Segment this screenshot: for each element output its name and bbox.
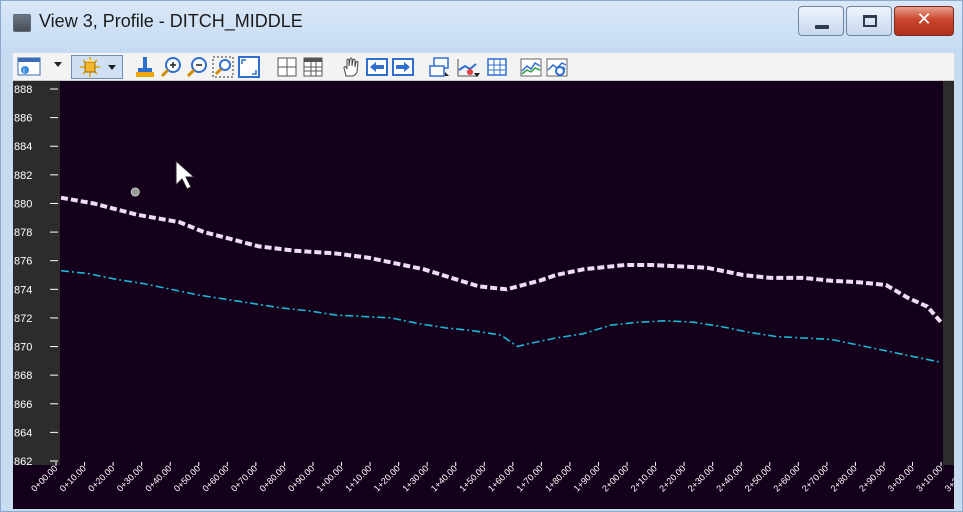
y-tick-label: 866 [14,399,32,411]
y-tick-label: 882 [14,170,32,182]
display-style-button[interactable] [71,55,123,79]
plot-background [13,81,954,509]
maximize-icon [863,15,877,27]
mouse-cursor-icon [175,159,196,190]
profile-settings-button[interactable] [455,55,483,79]
window-area-icon [212,56,234,78]
y-tick-label: 878 [14,227,32,239]
minimize-icon [815,25,829,29]
close-icon: ✕ [916,9,932,30]
view-table-icon [303,57,323,77]
zoom-in-button[interactable] [159,55,183,79]
view-table-button[interactable] [301,55,325,79]
fit-view-icon [238,56,260,78]
y-tick-label: 884 [14,141,32,153]
fit-view-button[interactable] [237,55,261,79]
y-tick-label: 880 [14,198,32,210]
window-area-button[interactable] [211,55,235,79]
vertical-exaggeration-button[interactable] [519,55,543,79]
view-attributes-dropdown[interactable] [54,62,62,67]
maximize-button[interactable] [846,6,892,36]
y-axis: 888 886 884 882 880 878 876 874 872 870 868 866 864 8… [14,84,58,468]
profile-chart[interactable]: 888 886 884 882 880 878 876 874 872 870 868 866 864 8… [13,81,954,509]
refresh-profile-icon [546,58,568,77]
y-tick-label: 870 [14,342,32,354]
update-view-button[interactable] [133,55,157,79]
vertical-exaggeration-icon [520,58,542,77]
profile-grid-button[interactable] [485,55,509,79]
series-layer [60,195,943,364]
points-layer [130,187,140,197]
data-point[interactable] [130,187,140,197]
y-tick-label: 872 [14,313,32,325]
zoom-in-icon [160,57,181,78]
view-attributes-button[interactable]: i [15,55,45,79]
update-view-icon [136,57,154,77]
next-view-button[interactable] [391,55,415,79]
view-grid-button[interactable] [275,55,299,79]
display-style-dropdown-icon [108,64,116,70]
y-tick-label: 876 [14,256,32,268]
right-side-strip [943,81,954,465]
svg-text:i: i [23,67,25,75]
zoom-out-icon [186,57,207,78]
title-bar[interactable]: View 3, Profile - DITCH_MIDDLE ✕ [1,1,962,53]
copy-view-icon [429,57,449,77]
pan-icon [343,57,359,77]
previous-view-icon [366,58,388,76]
profile-settings-icon [457,59,480,77]
zoom-out-button[interactable] [185,55,209,79]
left-side-strip [13,81,60,465]
view-attributes-icon: i [17,57,41,76]
y-tick-label: 868 [14,370,32,382]
close-button[interactable]: ✕ [894,6,954,36]
lower-profile-line[interactable] [60,269,942,364]
copy-view-button[interactable] [427,55,451,79]
next-view-icon [392,58,414,76]
window-title: View 3, Profile - DITCH_MIDDLE [39,11,303,31]
y-tick-label: 888 [14,84,32,96]
y-tick-label: 862 [14,456,32,468]
y-tick-label: 886 [14,113,32,125]
upper-profile-line[interactable] [60,195,943,324]
view-toolbar: i [13,53,954,81]
display-style-icon [80,57,100,77]
previous-view-button[interactable] [365,55,389,79]
refresh-profile-button[interactable] [545,55,569,79]
view-grid-icon [277,57,297,77]
pan-button[interactable] [339,55,363,79]
minimize-button[interactable] [798,6,844,36]
view-window-icon[interactable] [13,14,31,32]
y-tick-label: 864 [14,427,32,439]
y-tick-label: 874 [14,284,32,296]
profile-viewport[interactable]: 888 886 884 882 880 878 876 874 872 870 868 866 864 8… [13,81,954,509]
profile-grid-icon [487,58,507,76]
